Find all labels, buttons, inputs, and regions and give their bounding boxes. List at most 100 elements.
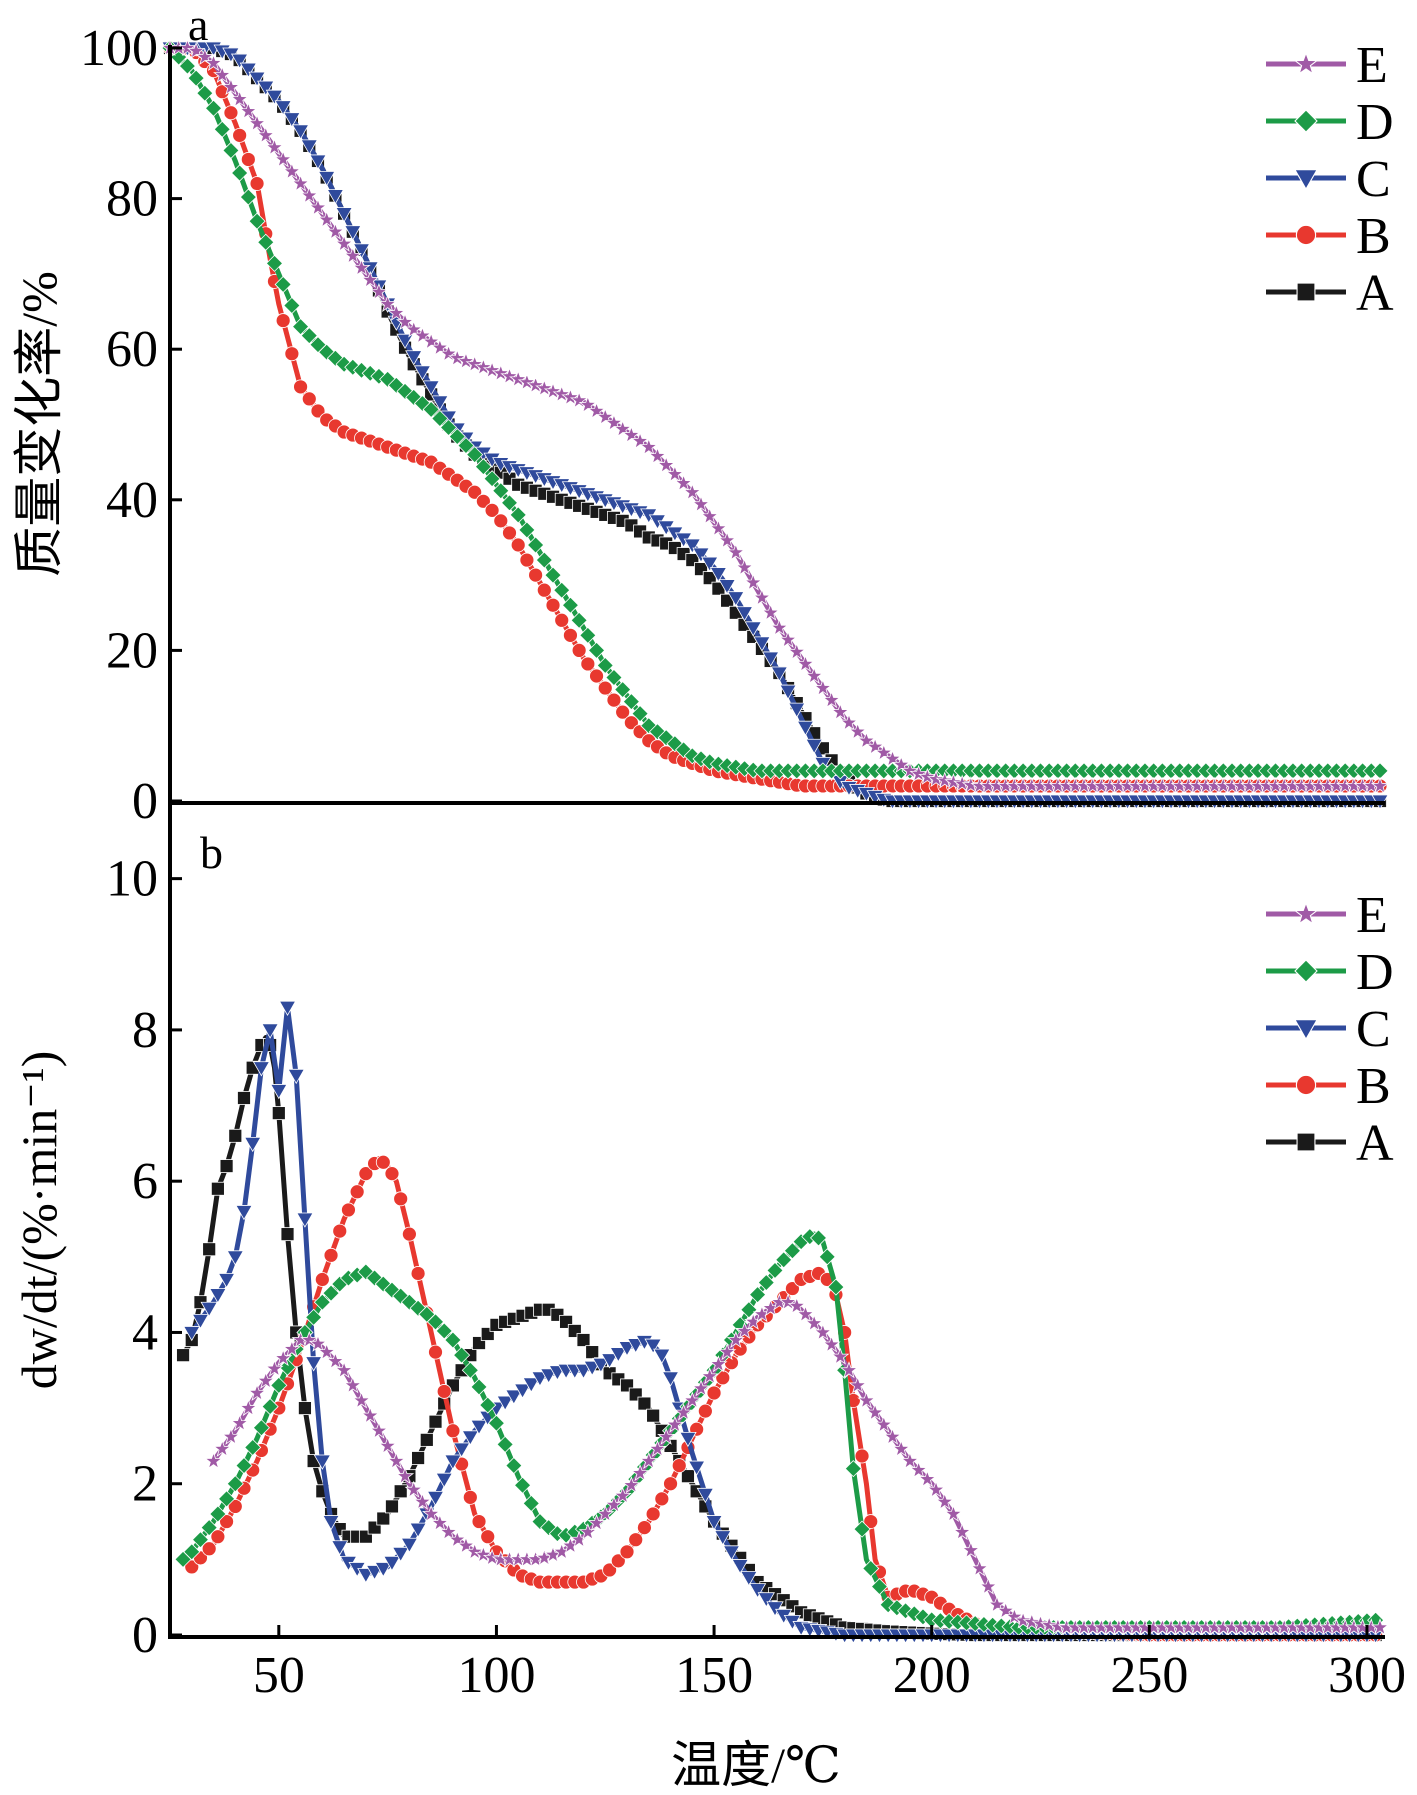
series-D-point (1371, 762, 1389, 780)
series-B-point (519, 552, 535, 568)
series-B-point (619, 1544, 635, 1560)
series-A-a (163, 41, 1387, 808)
series-B-point (436, 1383, 452, 1399)
legend-label: C (1356, 151, 1391, 208)
panel-a-letter: a (188, 0, 208, 50)
series-B-point (628, 1532, 644, 1548)
panel-b-y-axis-label: dw/dt/(%·min⁻¹) (11, 1051, 67, 1390)
series-B-point (462, 1489, 478, 1505)
series-A-point (280, 1227, 295, 1242)
legend-label: E (1356, 37, 1388, 94)
series-A-point (219, 1159, 234, 1174)
series-D-point (239, 188, 257, 206)
series-C-point (244, 1136, 262, 1152)
x-axis-label: 温度/℃ (671, 1737, 841, 1793)
legend-label: A (1356, 265, 1394, 322)
legend-entry-E: E (1266, 887, 1388, 944)
panel-b-plot-area (174, 1000, 1389, 1644)
series-B-a (162, 40, 1388, 794)
series-B-point (528, 567, 544, 583)
series-B-point (314, 1272, 330, 1288)
series-A-point (419, 1432, 434, 1447)
x-tick-label: 150 (675, 1647, 753, 1704)
y-tick-label: 60 (106, 321, 158, 378)
legend-marker (1294, 52, 1318, 75)
series-E-b (205, 1293, 1389, 1635)
legend-marker (1295, 224, 1317, 246)
legend-label: D (1356, 94, 1394, 151)
series-B-point (349, 1184, 365, 1200)
x-tick-label: 300 (1328, 1647, 1406, 1704)
series-B-point (445, 1423, 461, 1439)
legend-entry-A: A (1266, 265, 1394, 322)
series-B-point (536, 582, 552, 598)
series-A-point (646, 1408, 661, 1423)
series-D-point (505, 1457, 523, 1475)
series-B-point (554, 612, 570, 628)
series-E-a (161, 39, 1389, 794)
series-C-point (279, 1000, 297, 1016)
panel-a-plot-area (161, 39, 1389, 810)
series-B-point (571, 642, 587, 658)
series-B-point (410, 1265, 426, 1281)
y-tick-label: 2 (132, 1456, 158, 1513)
series-D-point (231, 164, 249, 182)
series-A-point (297, 1401, 312, 1416)
series-A-point (576, 1333, 591, 1348)
series-B-point (854, 1448, 870, 1464)
panel-b-letter: b (200, 827, 223, 878)
series-C-point (296, 1212, 314, 1228)
legend-marker (1296, 282, 1316, 302)
y-tick-label: 0 (132, 773, 158, 830)
series-C-point (662, 1371, 680, 1387)
series-D-point (222, 141, 240, 159)
series-C-point (305, 1356, 323, 1372)
series-D-point (514, 1476, 532, 1494)
legend-marker (1294, 902, 1318, 925)
series-B-point (663, 1476, 679, 1492)
series-B-point (340, 1202, 356, 1218)
legend-label: B (1356, 208, 1391, 265)
panel-b-y-ticks: 10 8 6 4 2 0 (106, 851, 182, 1664)
series-D-a (161, 39, 1389, 780)
series-A-point (202, 1242, 217, 1257)
series-B-point (284, 346, 300, 362)
series-B-point (301, 391, 317, 407)
series-D-point (496, 1435, 514, 1453)
legend-entry-B: B (1266, 1058, 1391, 1115)
y-tick-label: 80 (106, 171, 158, 228)
series-D-point (844, 1460, 862, 1478)
x-tick-label: 50 (253, 1647, 305, 1704)
series-D-point (818, 1248, 836, 1266)
series-A-point (393, 1484, 408, 1499)
series-B-point (654, 1491, 670, 1507)
x-tick-label: 200 (893, 1647, 971, 1704)
series-B-point (323, 1247, 339, 1263)
series-C-point (653, 1348, 671, 1364)
series-B-point (471, 1514, 487, 1530)
series-B-point (480, 1529, 496, 1545)
series-B-point (501, 525, 517, 541)
series-A-point (210, 1181, 225, 1196)
series-B-point (240, 151, 256, 167)
y-tick-label: 20 (106, 622, 158, 679)
series-B-point (562, 627, 578, 643)
series-B-line (189, 1156, 1380, 1638)
y-tick-label: 10 (106, 851, 158, 908)
y-tick-label: 40 (106, 472, 158, 529)
legend-entry-D: D (1266, 944, 1394, 1001)
legend-marker (1294, 109, 1318, 133)
legend-marker (1295, 1074, 1317, 1096)
series-B-point (393, 1191, 409, 1207)
legend-label: D (1356, 944, 1394, 1001)
series-B-point (232, 127, 248, 143)
series-B-point (697, 1403, 713, 1419)
series-B-point (384, 1166, 400, 1182)
series-A-point (411, 1451, 426, 1466)
series-B-point (275, 313, 291, 329)
series-A-b (176, 1035, 1383, 1642)
series-B-point (706, 1385, 722, 1401)
